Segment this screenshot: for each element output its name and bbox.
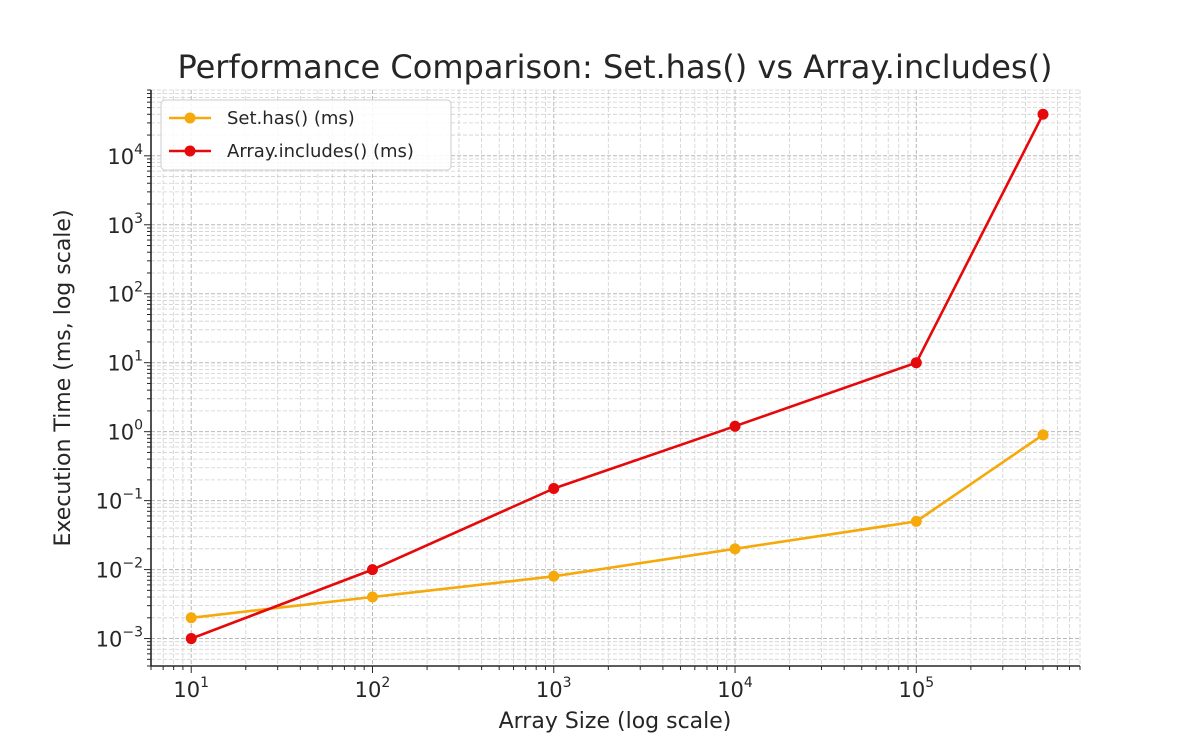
data-point-0-3 xyxy=(729,543,741,555)
data-point-0-5 xyxy=(1037,429,1049,441)
y-tick-label: 104 xyxy=(107,142,143,169)
axes xyxy=(144,89,1081,673)
data-point-0-1 xyxy=(366,591,378,603)
grid xyxy=(150,89,1081,667)
x-axis-label: Array Size (log scale) xyxy=(499,709,732,734)
y-tick-label: 101 xyxy=(107,349,143,376)
x-tick-label: 105 xyxy=(898,675,934,702)
data-point-1-4 xyxy=(910,357,922,369)
y-tick-label: 10−2 xyxy=(96,556,143,583)
data-point-0-0 xyxy=(185,612,197,624)
legend-marker-1 xyxy=(184,145,196,157)
y-tick-label: 103 xyxy=(107,211,143,238)
x-tick-label: 102 xyxy=(355,675,391,702)
legend-label-0: Set.has() (ms) xyxy=(227,108,355,129)
legend-label-1: Array.includes() (ms) xyxy=(227,141,414,162)
y-axis-label: Execution Time (ms, log scale) xyxy=(51,209,76,546)
y-tick-label: 10−3 xyxy=(96,625,143,652)
x-tick-label: 101 xyxy=(173,675,209,702)
series xyxy=(185,108,1049,645)
legend-marker-0 xyxy=(184,112,196,124)
x-tick-label: 104 xyxy=(717,675,753,702)
series-line-0 xyxy=(191,433,1044,620)
data-point-1-3 xyxy=(729,420,741,432)
data-point-1-2 xyxy=(548,482,560,494)
data-point-1-1 xyxy=(366,564,378,576)
y-tick-label: 10−1 xyxy=(96,487,143,514)
series-line-1 xyxy=(190,113,1045,640)
data-point-0-2 xyxy=(548,570,560,582)
legend: Set.has() (ms) Array.includes() (ms) xyxy=(160,99,452,171)
x-tick-label: 103 xyxy=(536,675,572,702)
legend-box xyxy=(160,99,452,171)
data-point-1-0 xyxy=(185,633,197,645)
tick-labels: 101 102 103 104 105 10−3 10−2 10−1 100 101 102 103 1… xyxy=(96,142,934,702)
data-point-1-5 xyxy=(1037,108,1049,120)
y-tick-label: 102 xyxy=(107,280,143,307)
y-tick-label: 100 xyxy=(107,418,143,445)
chart-title: Performance Comparison: Set.has() vs Arr… xyxy=(177,48,1052,86)
data-point-0-4 xyxy=(910,515,922,527)
